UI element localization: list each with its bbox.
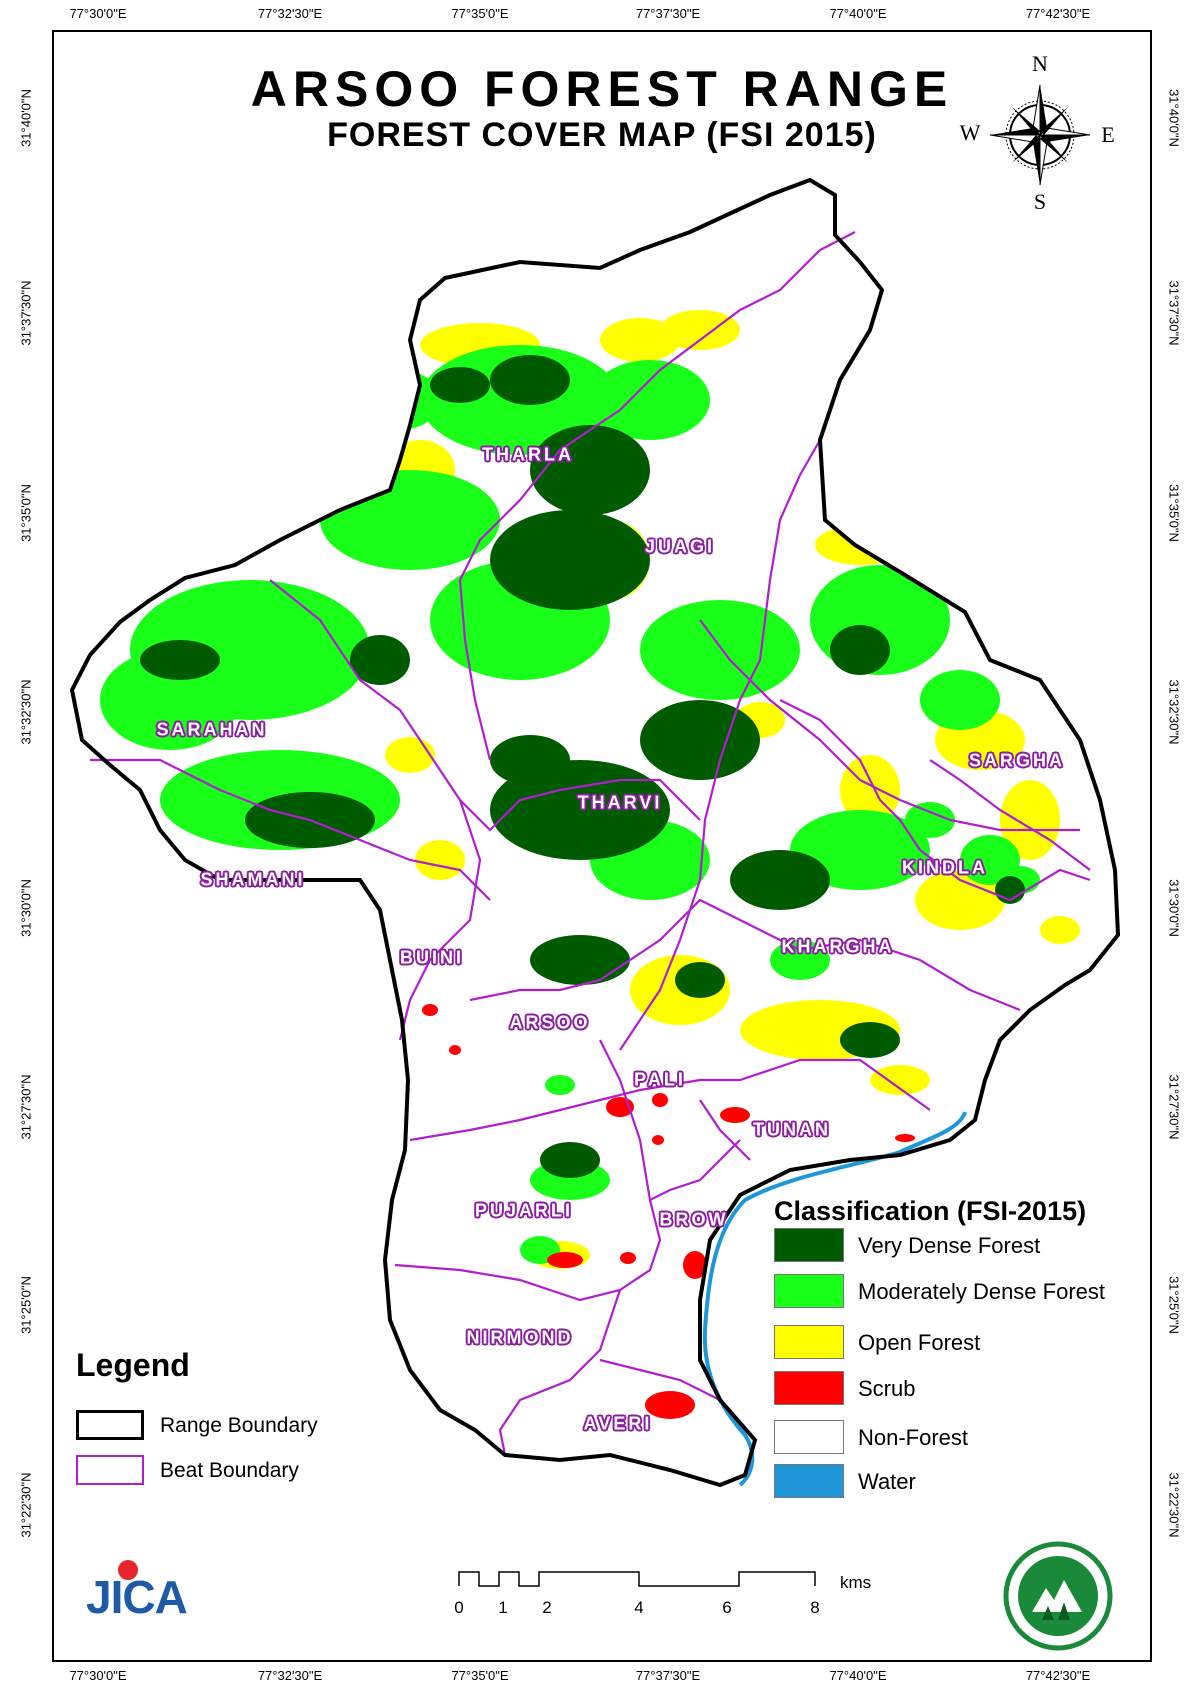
class-swatch [774,1274,844,1308]
x-tick-bottom: 77°37'30"E [635,1668,701,1683]
scale-label: 1 [498,1598,508,1617]
beat-label: SHAMANI [200,869,306,890]
class-label: Moderately Dense Forest [858,1279,1105,1304]
scale-unit: kms [840,1573,872,1592]
scale-label: 8 [810,1598,820,1617]
compass-n: N [1032,51,1048,76]
scale-label: 2 [542,1598,552,1617]
class-swatch [774,1371,844,1405]
legend-label: Range Boundary [160,1414,318,1437]
beat-label: BUINI [400,947,464,968]
x-tick-top: 77°40'0"E [829,6,887,21]
scale-label: 4 [634,1598,644,1617]
class-swatch [774,1228,844,1262]
compass-e: E [1101,122,1115,147]
beat-label: KINDLA [902,857,988,878]
class-label: Very Dense Forest [858,1233,1041,1258]
scale-label: 0 [454,1598,464,1617]
x-tick-bottom: 77°35'0"E [451,1668,509,1683]
map-title: ARSOO FOREST RANGE [250,61,954,117]
beat-label: TUNAN [753,1119,831,1140]
range-boundary [69,177,1121,1488]
range-boundary-swatch [76,1410,144,1440]
scale-label: 6 [722,1598,732,1617]
beat-label: KHARGHA [781,936,895,957]
x-tick-bottom: 77°30'0"E [69,1668,127,1683]
beat-label: SARAHAN [156,719,268,740]
map-subtitle: FOREST COVER MAP (FSI 2015) [327,116,877,154]
beat-label: SARGHA [968,750,1066,771]
beat-label: JUAGI [644,536,716,557]
x-tick-bottom: 77°32'30"E [257,1668,323,1683]
legend-label: Beat Boundary [160,1459,299,1482]
class-label: Open Forest [858,1330,981,1355]
beat-label: BROW [659,1209,729,1230]
beat-label: PALI [634,1069,686,1090]
jica-dot-icon [118,1560,138,1580]
river [702,1111,967,1487]
x-tick-top: 77°37'30"E [635,6,701,21]
beat-label: THARLA [482,444,574,465]
beat-label: ARSOO [509,1012,591,1033]
x-tick-top: 77°32'30"E [257,6,323,21]
x-tick-top: 77°42'30"E [1025,6,1091,21]
class-label: Scrub [858,1376,916,1401]
forest-department-seal-icon [1003,1541,1113,1651]
beat-boundary-swatch [76,1455,144,1485]
legend-title: Legend [76,1347,190,1383]
beat-label: PUJARLI [474,1200,574,1221]
compass-s: S [1033,189,1047,214]
classification-title: Classification (FSI-2015) [774,1196,1087,1226]
jica-logo: JICA [86,1571,188,1623]
x-tick-bottom: 77°42'30"E [1025,1668,1091,1683]
class-swatch [774,1464,844,1498]
x-tick-top: 77°30'0"E [69,6,127,21]
class-label: Non-Forest [858,1425,969,1450]
scale-bar [458,1571,816,1587]
compass-rose-icon [989,84,1091,186]
class-swatch [774,1420,844,1454]
compass-w: W [959,120,981,145]
class-label: Water [858,1469,916,1494]
x-tick-top: 77°35'0"E [451,6,509,21]
beat-label: NIRMOND [466,1327,574,1348]
class-swatch [774,1325,844,1359]
x-tick-bottom: 77°40'0"E [829,1668,887,1683]
beat-label: THARVI [577,792,663,813]
beat-label: AVERI [583,1413,653,1434]
